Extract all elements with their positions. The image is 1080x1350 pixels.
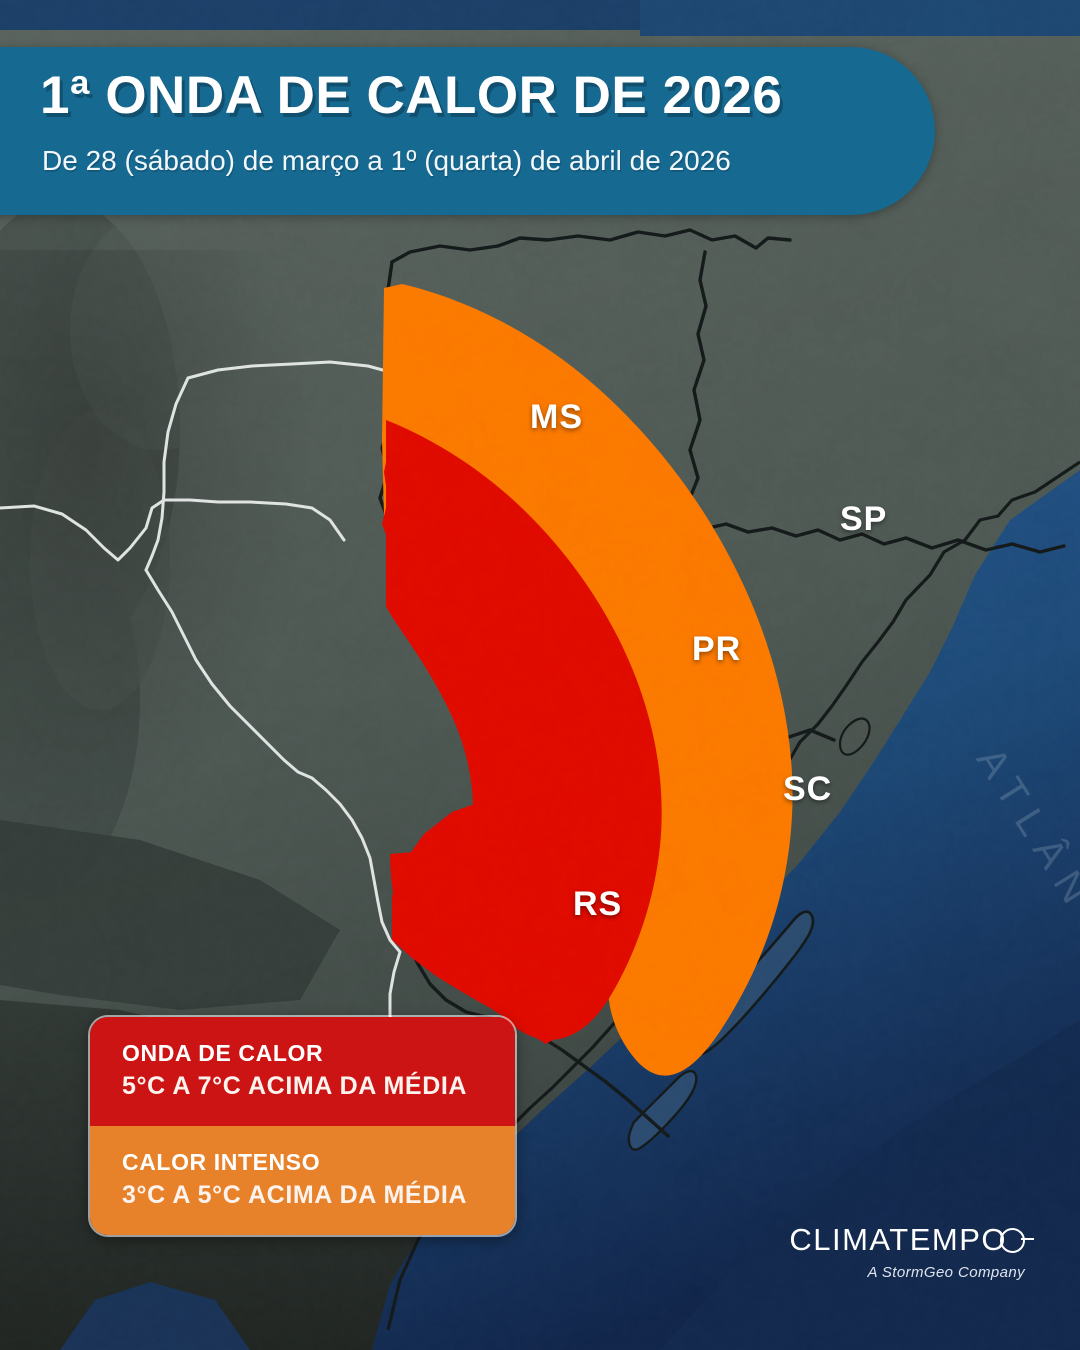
legend-desc-calor-intenso: 3°C A 5°C ACIMA DA MÉDIA xyxy=(122,1180,468,1209)
legend-desc-onda-de-calor: 5°C A 7°C ACIMA DA MÉDIA xyxy=(122,1071,468,1100)
page-title: 1ª ONDA DE CALOR DE 2026 xyxy=(40,66,783,125)
state-label-sc: SC xyxy=(783,770,833,808)
legend: ONDA DE CALOR 5°C A 7°C ACIMA DA MÉDIA C… xyxy=(88,1015,517,1237)
legend-row-onda-de-calor: ONDA DE CALOR 5°C A 7°C ACIMA DA MÉDIA xyxy=(90,1017,515,1126)
logo-circle-dash-icon xyxy=(1000,1228,1034,1253)
climatempo-logo: CLIMATEMPO A StormGeo Company xyxy=(775,1222,1034,1281)
page-subtitle: De 28 (sábado) de março a 1º (quarta) de… xyxy=(42,145,731,176)
state-label-pr: PR xyxy=(692,630,742,668)
state-label-rs: RS xyxy=(573,885,623,923)
title-banner: 1ª ONDA DE CALOR DE 2026 De 28 (sábado) … xyxy=(0,47,935,215)
legend-row-calor-intenso: CALOR INTENSO 3°C A 5°C ACIMA DA MÉDIA xyxy=(90,1126,515,1235)
legend-title-calor-intenso: CALOR INTENSO xyxy=(122,1149,321,1175)
legend-title-onda-de-calor: ONDA DE CALOR xyxy=(122,1040,324,1066)
logo-wordmark: CLIMATEMPO xyxy=(789,1222,1007,1257)
logo-tagline: A StormGeo Company xyxy=(867,1264,1025,1281)
state-label-ms: MS xyxy=(530,398,583,436)
state-label-sp: SP xyxy=(840,500,888,538)
